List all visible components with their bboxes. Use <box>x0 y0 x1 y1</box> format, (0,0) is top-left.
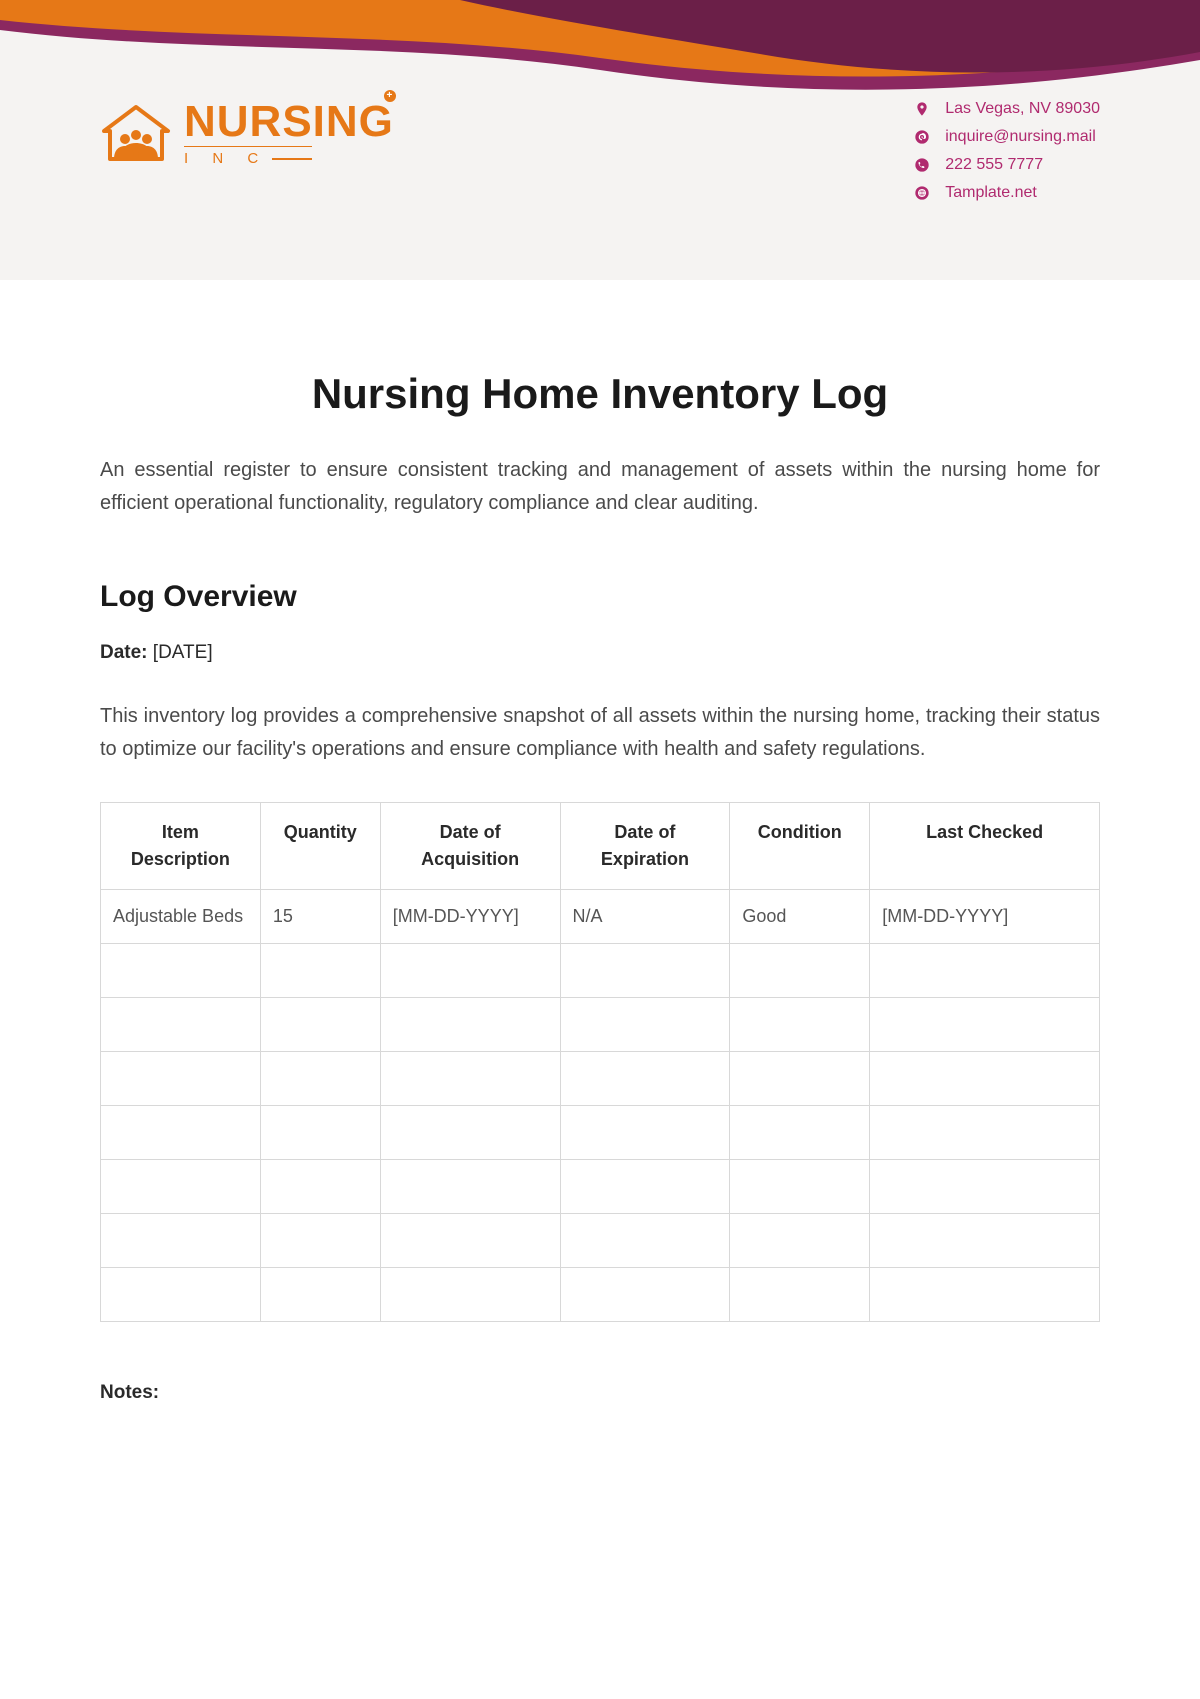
table-cell <box>730 1268 870 1322</box>
table-cell <box>101 1052 261 1106</box>
table-cell <box>380 1268 560 1322</box>
table-cell <box>870 1214 1100 1268</box>
table-cell <box>730 1106 870 1160</box>
table-cell <box>380 1214 560 1268</box>
table-cell <box>870 1268 1100 1322</box>
table-cell <box>730 1160 870 1214</box>
contact-item-email: inquire@nursing.mail <box>913 128 1100 146</box>
table-cell <box>101 1160 261 1214</box>
table-row <box>101 1160 1100 1214</box>
table-cell <box>260 1268 380 1322</box>
table-cell <box>380 944 560 998</box>
table-cell <box>730 998 870 1052</box>
phone-icon <box>913 156 931 174</box>
contact-item-web: Tamplate.net <box>913 184 1100 202</box>
document-page: NURSING + I N C Las Vegas, NV 89030 inqui… <box>0 0 1200 1464</box>
table-row <box>101 1214 1100 1268</box>
contact-list: Las Vegas, NV 89030 inquire@nursing.mail 2… <box>913 100 1100 202</box>
logo-plus-icon: + <box>384 90 396 102</box>
table-cell <box>870 1160 1100 1214</box>
date-label: Date: <box>100 642 148 663</box>
logo-sub-line <box>272 158 312 160</box>
intro-paragraph: An essential register to ensure consiste… <box>100 454 1100 520</box>
section-title: Log Overview <box>100 580 1100 614</box>
logo-main-text: NURSING + <box>184 100 394 144</box>
table-cell <box>260 998 380 1052</box>
table-header-cell: Condition <box>730 803 870 890</box>
table-cell: Good <box>730 890 870 944</box>
table-cell <box>260 944 380 998</box>
table-cell <box>101 1268 261 1322</box>
table-cell <box>730 1052 870 1106</box>
page-title: Nursing Home Inventory Log <box>100 370 1100 418</box>
table-cell: 15 <box>260 890 380 944</box>
logo-block: NURSING + I N C <box>100 100 394 166</box>
date-line: Date: [DATE] <box>100 642 1100 664</box>
location-icon <box>913 100 931 118</box>
table-cell <box>560 1052 730 1106</box>
table-header-cell: Date of Expiration <box>560 803 730 890</box>
notes-label: Notes: <box>100 1382 1100 1404</box>
table-header-cell: Date of Acquisition <box>380 803 560 890</box>
table-cell <box>870 1052 1100 1106</box>
email-icon <box>913 128 931 146</box>
header-content: NURSING + I N C Las Vegas, NV 89030 inqui… <box>0 0 1200 202</box>
table-cell <box>260 1106 380 1160</box>
table-cell: [MM-DD-YYYY] <box>870 890 1100 944</box>
table-cell <box>870 1106 1100 1160</box>
table-header-cell: Quantity <box>260 803 380 890</box>
logo-main-label: NURSING <box>184 97 394 146</box>
table-cell <box>870 998 1100 1052</box>
table-cell <box>730 944 870 998</box>
table-cell <box>101 998 261 1052</box>
table-cell <box>870 944 1100 998</box>
table-cell <box>101 1106 261 1160</box>
table-row <box>101 1268 1100 1322</box>
contact-text: 222 555 7777 <box>945 156 1043 174</box>
logo-text-block: NURSING + I N C <box>184 100 394 166</box>
logo-house-icon <box>100 103 172 163</box>
table-cell <box>560 944 730 998</box>
table-cell <box>101 1214 261 1268</box>
date-value: [DATE] <box>153 642 213 663</box>
table-body: Adjustable Beds15[MM-DD-YYYY]N/AGood[MM-… <box>101 890 1100 1322</box>
table-cell <box>560 1268 730 1322</box>
table-cell <box>560 1106 730 1160</box>
table-cell <box>260 1214 380 1268</box>
table-row <box>101 944 1100 998</box>
contact-text: inquire@nursing.mail <box>945 128 1096 146</box>
overview-paragraph: This inventory log provides a comprehens… <box>100 700 1100 766</box>
contact-text: Las Vegas, NV 89030 <box>945 100 1100 118</box>
table-cell <box>260 1160 380 1214</box>
contact-item-location: Las Vegas, NV 89030 <box>913 100 1100 118</box>
table-cell <box>380 1160 560 1214</box>
table-row <box>101 998 1100 1052</box>
table-cell: [MM-DD-YYYY] <box>380 890 560 944</box>
table-cell <box>380 1106 560 1160</box>
table-cell <box>260 1052 380 1106</box>
table-cell <box>380 998 560 1052</box>
table-cell <box>560 1214 730 1268</box>
table-cell <box>101 944 261 998</box>
table-cell <box>730 1214 870 1268</box>
table-cell: N/A <box>560 890 730 944</box>
contact-item-phone: 222 555 7777 <box>913 156 1100 174</box>
table-row: Adjustable Beds15[MM-DD-YYYY]N/AGood[MM-… <box>101 890 1100 944</box>
document-content: Nursing Home Inventory Log An essential … <box>0 280 1200 1464</box>
table-cell: Adjustable Beds <box>101 890 261 944</box>
table-header-row: Item DescriptionQuantityDate of Acquisit… <box>101 803 1100 890</box>
table-row <box>101 1052 1100 1106</box>
table-header-cell: Item Description <box>101 803 261 890</box>
table-row <box>101 1106 1100 1160</box>
table-cell <box>560 998 730 1052</box>
table-cell <box>560 1160 730 1214</box>
header-section: NURSING + I N C Las Vegas, NV 89030 inqui… <box>0 0 1200 280</box>
logo-sub-text: I N C <box>184 146 312 166</box>
contact-text: Tamplate.net <box>945 184 1037 202</box>
web-icon <box>913 184 931 202</box>
table-cell <box>380 1052 560 1106</box>
inventory-table: Item DescriptionQuantityDate of Acquisit… <box>100 802 1100 1322</box>
table-header-cell: Last Checked <box>870 803 1100 890</box>
logo-sub-label: I N C <box>184 150 268 167</box>
